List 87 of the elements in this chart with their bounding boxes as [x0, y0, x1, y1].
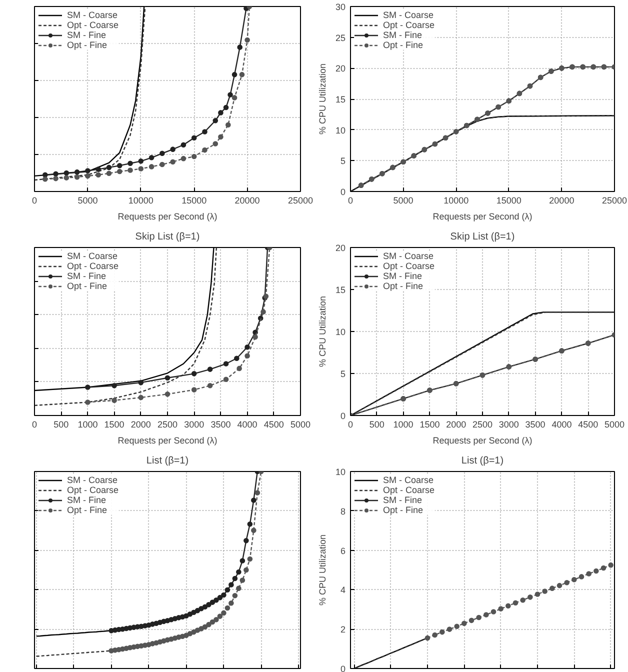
- chart-title: List (β=1): [146, 456, 189, 466]
- x-tick-label: 3000: [184, 420, 204, 430]
- x-tick-label: 500: [54, 420, 69, 430]
- y-tick-label: 15: [335, 94, 346, 104]
- x-tick-label: 1000: [393, 420, 414, 430]
- x-tick-label: 5000: [78, 196, 98, 206]
- y-tick-label: 5: [340, 156, 346, 166]
- legend-label: Opt - Coarse: [67, 20, 119, 30]
- legend-label: SM - Coarse: [383, 10, 434, 20]
- x-tick-label: 1500: [420, 420, 440, 430]
- x-tick-label: 5000: [393, 196, 414, 206]
- x-tick-label: 2000: [446, 420, 466, 430]
- x-tick-label: 10000: [444, 196, 469, 206]
- legend-label: Opt - Fine: [67, 40, 108, 50]
- x-axis-title: Requests per Second (λ): [432, 212, 532, 222]
- legend-label: Opt - Coarse: [67, 261, 119, 271]
- legend-label: SM - Coarse: [383, 251, 434, 261]
- x-tick-label: 0: [32, 196, 38, 206]
- x-tick-label: 1500: [104, 420, 124, 430]
- x-tick-label: 5000: [290, 420, 311, 430]
- x-tick-label: 3500: [210, 420, 231, 430]
- legend-label: SM - Fine: [383, 30, 422, 40]
- y-tick-label: 25: [335, 32, 346, 43]
- legend-label: Opt - Fine: [383, 505, 424, 515]
- x-tick-label: 500: [369, 420, 384, 430]
- x-tick-label: 15000: [182, 196, 207, 206]
- x-tick-label: 5000: [604, 420, 625, 430]
- legend-label: Opt - Fine: [67, 505, 108, 515]
- y-tick-label: 4: [340, 585, 346, 596]
- x-tick-label: 4000: [237, 420, 258, 430]
- x-tick-label: 2500: [472, 420, 493, 430]
- chart-title: Skip List (β=1): [450, 232, 515, 242]
- x-tick-label: 1000: [78, 420, 98, 430]
- x-tick-label: 2000: [130, 420, 151, 430]
- x-tick-label: 0: [348, 196, 354, 206]
- chart-title: Skip List (β=1): [135, 232, 200, 242]
- x-axis-title: Requests per Second (λ): [432, 436, 532, 446]
- legend-label: Opt - Fine: [383, 40, 424, 50]
- y-tick-label: 10: [335, 125, 346, 136]
- y-tick-label: 30: [335, 2, 346, 12]
- x-tick-label: 4000: [552, 420, 572, 430]
- x-tick-label: 0: [348, 420, 354, 430]
- legend-label: Opt - Coarse: [383, 485, 435, 495]
- x-tick-label: 3000: [498, 420, 519, 430]
- legend-label: SM - Fine: [67, 30, 106, 40]
- legend-label: Opt - Fine: [383, 281, 424, 291]
- legend-label: SM - Fine: [67, 495, 106, 505]
- legend-label: Opt - Fine: [67, 281, 108, 291]
- legend-label: Opt - Coarse: [67, 485, 119, 495]
- x-tick-label: 4500: [264, 420, 284, 430]
- legend-label: SM - Fine: [67, 271, 106, 281]
- legend-label: SM - Coarse: [67, 251, 118, 261]
- y-tick-label: 0: [340, 411, 346, 421]
- legend-label: SM - Coarse: [67, 475, 118, 485]
- y-tick-label: 0: [340, 187, 346, 197]
- y-axis-title: % CPU Utilization: [317, 63, 328, 135]
- legend-label: Opt - Coarse: [383, 20, 435, 30]
- legend-label: SM - Fine: [383, 495, 422, 505]
- y-tick-label: 2: [340, 624, 346, 635]
- x-tick-label: 25000: [602, 196, 628, 206]
- x-tick-label: 4500: [578, 420, 598, 430]
- y-tick-label: 0: [340, 664, 346, 672]
- x-tick-label: 3500: [525, 420, 546, 430]
- y-tick-label: 6: [340, 546, 346, 556]
- y-tick-label: 10: [335, 327, 346, 337]
- y-axis-title: % CPU Utilization: [317, 296, 328, 368]
- x-tick-label: 2500: [157, 420, 178, 430]
- y-tick-label: 8: [340, 506, 346, 516]
- y-tick-label: 5: [340, 369, 346, 379]
- chart-title: List (β=1): [461, 456, 504, 466]
- y-tick-label: 20: [335, 243, 346, 253]
- y-axis-title: % CPU Utilization: [317, 534, 328, 606]
- x-tick-label: 0: [32, 420, 38, 430]
- y-tick-label: 20: [335, 64, 346, 74]
- x-tick-label: 25000: [288, 196, 314, 206]
- legend-label: SM - Fine: [383, 271, 422, 281]
- x-tick-label: 15000: [496, 196, 522, 206]
- x-axis-title: Requests per Second (λ): [118, 212, 218, 222]
- y-tick-label: 15: [335, 285, 346, 295]
- x-axis-title: Requests per Second (λ): [118, 436, 218, 446]
- legend-label: SM - Coarse: [67, 10, 118, 20]
- legend-label: Opt - Coarse: [383, 261, 435, 271]
- y-tick-label: 10: [335, 467, 346, 477]
- x-tick-label: 10000: [128, 196, 154, 206]
- x-tick-label: 20000: [549, 196, 574, 206]
- x-tick-label: 20000: [234, 196, 260, 206]
- legend-label: SM - Coarse: [383, 475, 434, 485]
